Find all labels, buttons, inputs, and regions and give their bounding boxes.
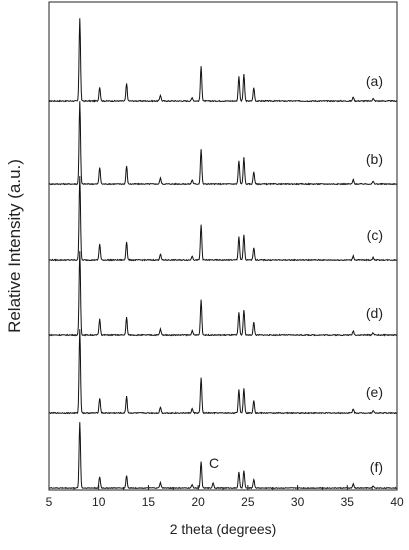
x-ticks: 5 10 15 20 25 30 35 40 [46, 485, 404, 509]
series-label-6: (f) [370, 459, 383, 475]
series-line-1 [49, 18, 398, 103]
x-tick-label: 25 [241, 495, 255, 509]
x-axis-title: 2 theta (degrees) [170, 521, 277, 537]
series-label-1: (a) [366, 73, 383, 89]
series-line-5 [48, 329, 398, 415]
x-tick-label: 20 [191, 495, 205, 509]
series-layer: (a) (b) (c) (d) (e) (f) [48, 18, 398, 490]
series-label-3: (c) [367, 227, 383, 243]
x-tick-label: 10 [92, 495, 106, 509]
x-tick-label: 15 [142, 495, 156, 509]
x-tick-label: 30 [291, 495, 305, 509]
x-tick-label: 40 [390, 495, 404, 509]
plot-frame [48, 1, 398, 491]
annotation-label: C [209, 455, 219, 471]
y-axis-title: Relative Intensity (a.u.) [5, 159, 24, 333]
series-label-4: (d) [366, 305, 383, 321]
series-label-2: (b) [366, 151, 383, 167]
series-label-5: (e) [366, 384, 383, 400]
series-line-3 [48, 176, 398, 262]
annotations: C [209, 455, 219, 471]
series-line-2 [48, 101, 398, 186]
x-tick-label: 35 [341, 495, 355, 509]
series-line-4 [48, 251, 398, 337]
x-tick-label: 5 [46, 495, 53, 509]
series-line-6 [48, 422, 398, 490]
